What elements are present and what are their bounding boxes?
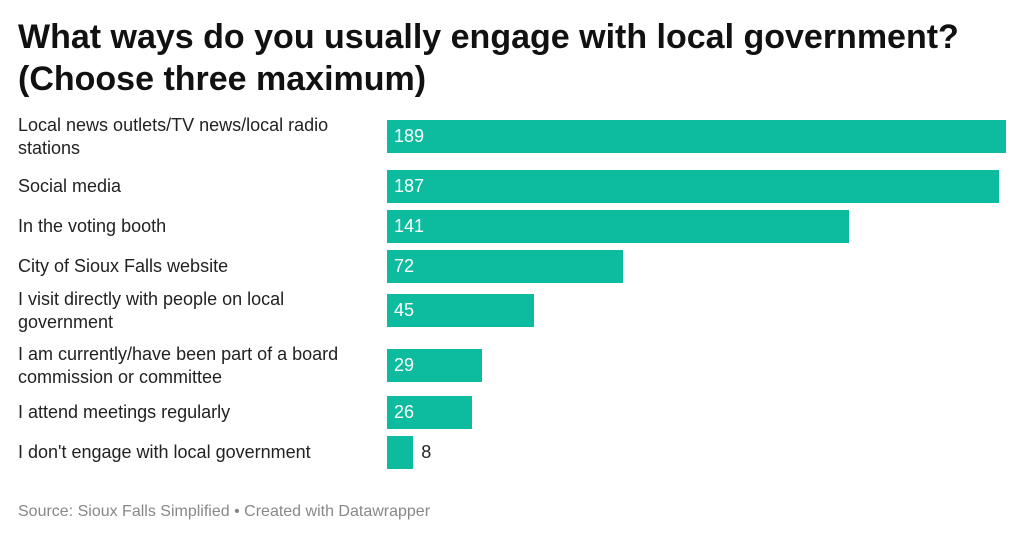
bar <box>387 210 849 243</box>
category-label: Social media <box>18 176 122 196</box>
credit-text: Created with Datawrapper <box>244 503 431 520</box>
bar-value-label: 45 <box>394 300 415 320</box>
bar <box>387 120 1006 153</box>
bar-value-label: 26 <box>394 402 415 422</box>
category-label: I am currently/have been part of a board… <box>18 343 339 387</box>
bar-value-label: 29 <box>394 355 415 375</box>
chart-footer: Source: Sioux Falls Simplified • Created… <box>18 502 430 522</box>
bar <box>387 250 623 283</box>
category-label: I attend meetings regularly <box>18 402 231 422</box>
bar-value-label: 141 <box>394 216 425 236</box>
bar-value-label: 8 <box>421 442 432 462</box>
category-label: City of Sioux Falls website <box>18 256 229 276</box>
chart-title: What ways do you usually engage with loc… <box>18 18 959 98</box>
bar <box>387 294 535 327</box>
source-text: Source: Sioux Falls Simplified <box>18 503 230 520</box>
bar <box>387 170 1000 203</box>
bar-value-label: 189 <box>394 126 425 146</box>
bar-value-label: 72 <box>394 256 415 276</box>
category-label: I visit directly with people on local go… <box>18 288 285 332</box>
category-label: In the voting booth <box>18 216 167 236</box>
bar <box>387 436 414 469</box>
footer-separator: • <box>234 503 240 520</box>
bar <box>387 349 482 382</box>
bar-value-label: 187 <box>394 176 425 196</box>
category-label: Local news outlets/TV news/local radio s… <box>18 114 329 158</box>
category-label: I don't engage with local government <box>18 442 311 462</box>
bar <box>387 396 473 429</box>
